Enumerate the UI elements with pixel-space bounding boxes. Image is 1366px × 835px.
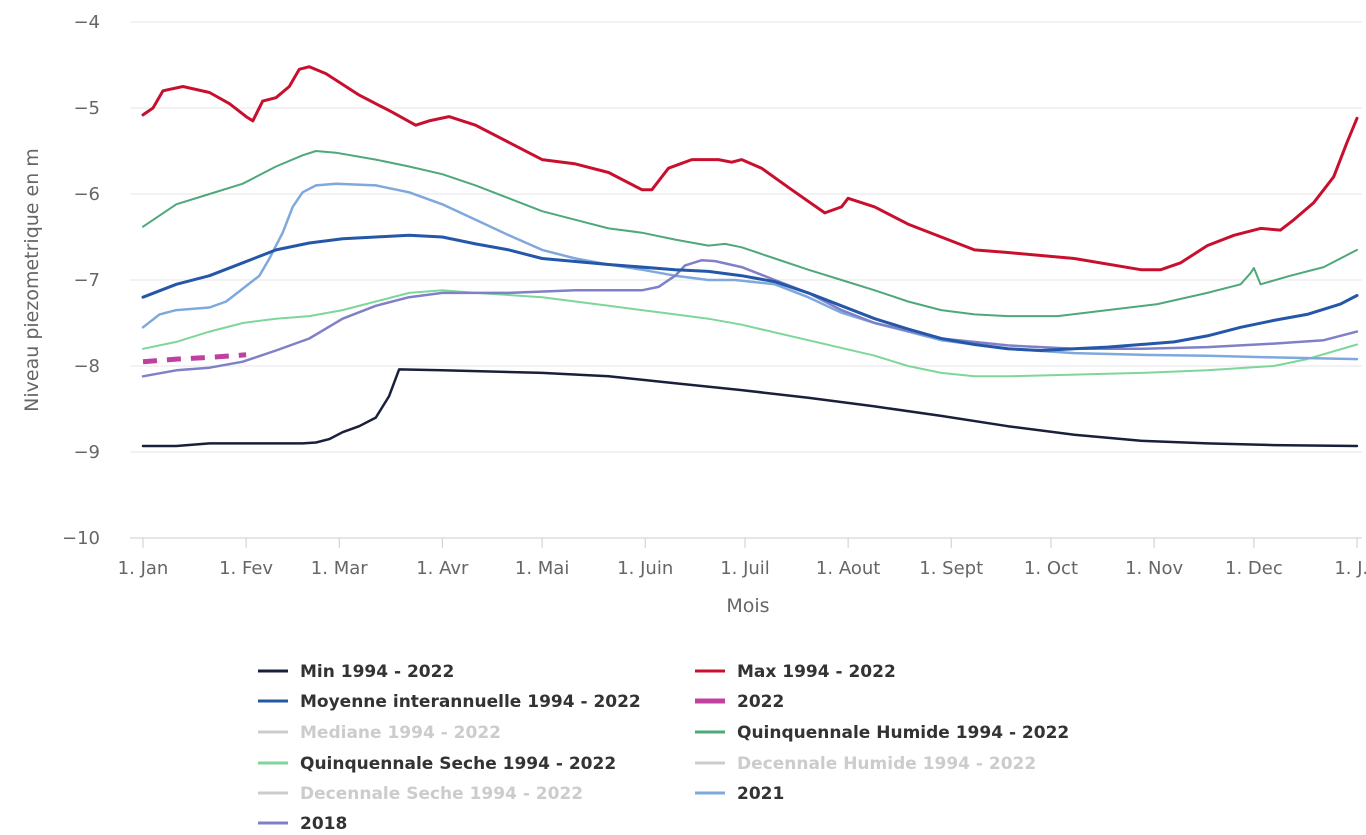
legend-label: Quinquennale Humide 1994 - 2022: [737, 723, 1069, 743]
legend-item[interactable]: Quinquennale Humide 1994 - 2022: [695, 723, 1069, 743]
y-tick-label: −4: [73, 12, 100, 33]
y-tick-label: −9: [73, 442, 100, 463]
legend-item[interactable]: Mediane 1994 - 2022: [258, 723, 501, 743]
legend-item[interactable]: Min 1994 - 2022: [258, 662, 454, 682]
series-line: [141, 233, 1359, 352]
y-axis-title: Niveau piezometrique en m: [21, 148, 43, 412]
legend-label: Min 1994 - 2022: [300, 662, 454, 682]
x-tick-label: 1. Fev: [219, 558, 273, 579]
legend-label: 2018: [300, 814, 347, 834]
x-tick-label: 1. Juin: [617, 558, 673, 579]
y-tick-label: −7: [73, 270, 100, 291]
x-tick-label: 1. Jan: [118, 558, 169, 579]
series-line: [141, 368, 1359, 448]
x-tick-label: 1. J...: [1334, 558, 1366, 579]
x-tick-label: 1. Mar: [311, 558, 368, 579]
x-tick-label: 1. Sept: [919, 558, 983, 579]
series-line: [142, 150, 1358, 318]
grid-lines: [130, 21, 1362, 539]
legend-label: Max 1994 - 2022: [737, 662, 896, 682]
y-tick-label: −8: [73, 356, 100, 377]
y-tick-label: −10: [62, 528, 100, 549]
legend-item[interactable]: Quinquennale Seche 1994 - 2022: [258, 754, 616, 774]
legend-label: 2022: [737, 692, 784, 712]
legend-label: Mediane 1994 - 2022: [300, 723, 501, 743]
series-line: [142, 289, 1358, 378]
legend-item[interactable]: 2022: [695, 692, 784, 712]
x-tick-label: 1. Oct: [1024, 558, 1078, 579]
legend-label: Moyenne interannuelle 1994 - 2022: [300, 692, 641, 712]
legend-item[interactable]: Decennale Seche 1994 - 2022: [258, 784, 583, 804]
legend-item[interactable]: Decennale Humide 1994 - 2022: [695, 754, 1036, 774]
legend-label: Quinquennale Seche 1994 - 2022: [300, 754, 616, 774]
legend-label: Decennale Seche 1994 - 2022: [300, 784, 583, 804]
x-axis: 1. Jan 1. Fev 1. Mar 1. Avr 1. Mai 1. Juin 1. …: [118, 537, 1366, 579]
x-tick-label: 1. Nov: [1125, 558, 1183, 579]
legend-label: Decennale Humide 1994 - 2022: [737, 754, 1036, 774]
x-tick-label: 1. Aout: [816, 558, 880, 579]
y-tick-label: −5: [73, 98, 100, 119]
legend-label: 2021: [737, 784, 784, 804]
legend-item[interactable]: 2021: [695, 784, 784, 804]
legend: Min 1994 - 2022 Max 1994 - 2022 Moyenne in…: [258, 662, 1069, 834]
x-tick-label: 1. Mai: [515, 558, 569, 579]
series-line: [141, 65, 1359, 272]
x-tick-label: 1. Avr: [416, 558, 469, 579]
y-axis-ticks: −10 −9 −8 −7 −6 −5 −4: [62, 12, 100, 549]
legend-item[interactable]: Moyenne interannuelle 1994 - 2022: [258, 692, 641, 712]
x-tick-label: 1. Juil: [720, 558, 770, 579]
x-tick-label: 1. Dec: [1225, 558, 1283, 579]
x-axis-title: Mois: [726, 595, 769, 617]
legend-item[interactable]: 2018: [258, 814, 347, 834]
y-tick-label: −6: [73, 184, 100, 205]
legend-item[interactable]: Max 1994 - 2022: [695, 662, 896, 682]
series-line: [142, 352, 247, 365]
series-lines: [141, 65, 1359, 448]
